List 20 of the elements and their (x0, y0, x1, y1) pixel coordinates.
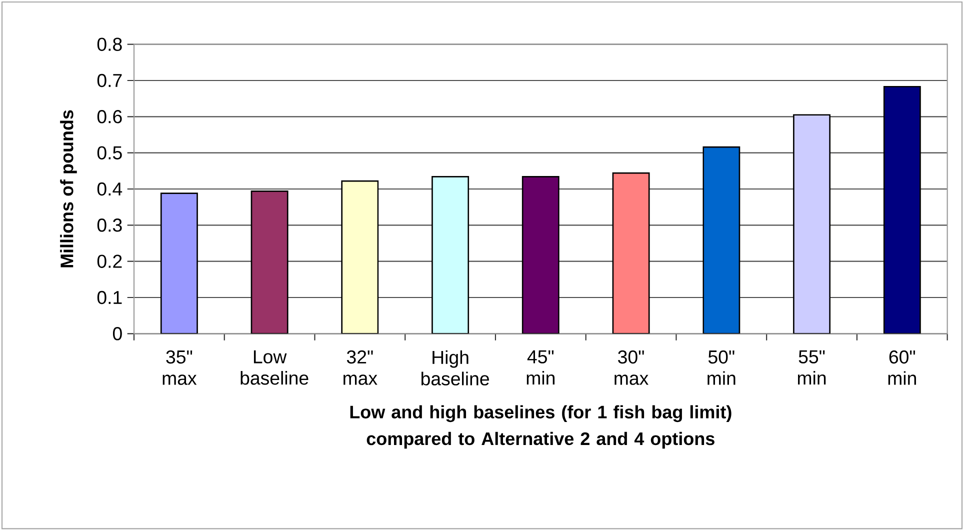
x-tick-label: Low baseline (240, 350, 308, 385)
x-tick-label: 32" max (344, 350, 378, 386)
x-tick-label: 30" max (614, 350, 648, 386)
y-axis-title: Millions of pounds (60, 110, 77, 268)
x-tick-label: High baseline (422, 350, 489, 386)
x-tick-label: 50" min (708, 350, 736, 385)
y-tick-label: 0.5 (97, 146, 122, 160)
y-tick-label: 0.6 (97, 110, 122, 124)
y-tick-label: 0.4 (97, 182, 122, 196)
x-tick-label: 45" min (526, 350, 554, 385)
y-tick-label: 0 (112, 327, 122, 340)
y-tick-label: 0.3 (97, 218, 122, 232)
x-tick-label: 55" min (798, 350, 826, 385)
x-axis-title: Low and high baselines (for 1 fish bag limit) compared to Alternative 2 and 4 options (350, 405, 732, 449)
x-tick-label: 60" min (888, 350, 916, 385)
y-tick-label: 0.8 (97, 38, 122, 52)
y-tick-label: 0.2 (97, 254, 122, 268)
y-tick-label: 0.7 (97, 74, 122, 88)
x-tick-label: 35" max (162, 350, 197, 386)
y-tick-label: 0.1 (97, 291, 122, 304)
